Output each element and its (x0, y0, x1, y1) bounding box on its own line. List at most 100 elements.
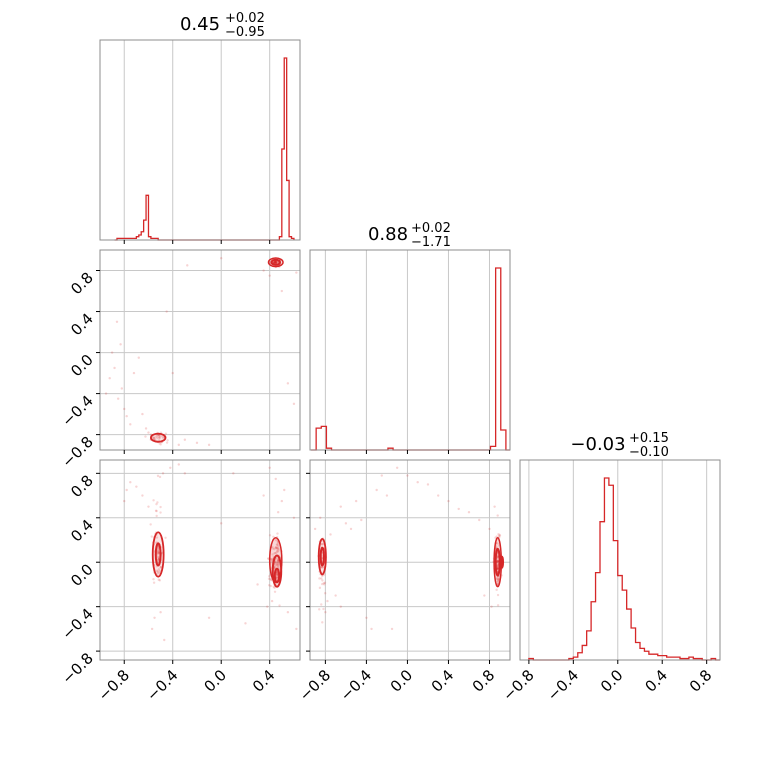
sample-point-87 (496, 604, 500, 607)
density-contour-3 (317, 537, 327, 576)
sample-point-15 (270, 558, 273, 561)
sample-point-61 (275, 571, 279, 574)
title-param-1-plus: +0.02 (411, 221, 451, 236)
sample-point-212 (159, 611, 162, 614)
sample-point-211 (153, 616, 156, 619)
grid-hist-2 (528, 460, 708, 660)
sample-point-43 (268, 584, 271, 587)
sample-point-225 (280, 499, 284, 503)
title-param-2-plus: +0.15 (629, 431, 669, 446)
sample-point-234 (283, 488, 286, 492)
xtick-label-3: 0.4 (428, 666, 458, 696)
sample-point-41 (275, 260, 278, 263)
grid-scatter-1-2 (310, 460, 510, 660)
sample-point-30 (273, 260, 277, 263)
sample-point-68 (274, 260, 277, 263)
points-scatter-1-2 (313, 466, 503, 631)
sample-point-178 (156, 569, 159, 572)
sample-point-93 (498, 534, 502, 537)
sample-point-52 (277, 549, 280, 552)
sample-point-113 (137, 356, 140, 359)
sample-point-68 (275, 551, 278, 554)
sample-point-205 (123, 499, 126, 503)
sample-point-55 (276, 550, 279, 553)
sample-point-108 (269, 584, 273, 588)
sample-point-31 (274, 538, 278, 542)
sample-point-73 (144, 435, 147, 438)
panel-scatter-0-2: −0.8 −0.4 0.0 0.4 0.8 −0.8 −0.4 0.0 0.4 (58, 459, 301, 705)
ytick-label-0: −0.8 (58, 649, 96, 687)
sample-point-126 (322, 565, 325, 569)
sample-point-193 (156, 501, 159, 504)
frame-scatter-1-2 (309, 459, 511, 661)
sample-point-217 (457, 507, 460, 511)
sample-point-70 (276, 546, 280, 550)
sample-point-110 (496, 560, 500, 563)
sample-point-183 (321, 582, 324, 586)
sample-point-122 (183, 438, 187, 441)
sample-point-67 (275, 260, 278, 264)
grid-hist-1 (324, 250, 490, 450)
sample-point-54 (274, 260, 277, 263)
sample-point-220 (244, 622, 247, 625)
sample-point-105 (108, 377, 111, 380)
hist-line-1 (311, 267, 510, 451)
ticks-scatter-1-2 (306, 472, 490, 664)
sample-point-155 (157, 571, 160, 574)
sample-point-221 (488, 527, 491, 531)
sample-point-216 (183, 472, 187, 475)
sample-point-134 (110, 351, 114, 354)
sample-point-219 (478, 518, 481, 522)
sample-point-35 (268, 574, 271, 578)
panel-scatter-0-1: −0.8−0.4 0.0 0.4 0.8 (58, 249, 301, 471)
density-contour-2 (273, 567, 281, 584)
sample-point-129 (158, 569, 162, 573)
sample-point-209 (380, 474, 383, 477)
sample-point-104 (267, 577, 271, 581)
sample-point-90 (161, 435, 164, 438)
sample-point-131 (292, 402, 296, 406)
sample-point-213 (161, 472, 165, 475)
sample-point-215 (437, 494, 440, 497)
sample-point-217 (207, 616, 211, 619)
grid-hist-0 (123, 40, 271, 240)
sample-point-184 (152, 581, 156, 584)
sample-point-138 (321, 574, 324, 578)
sample-point-182 (156, 551, 160, 554)
sample-point-28 (496, 593, 500, 597)
sample-point-130 (286, 382, 290, 385)
sample-point-74 (152, 436, 156, 439)
sample-point-210 (147, 505, 150, 508)
sample-point-114 (141, 412, 144, 416)
sample-point-197 (152, 577, 155, 581)
sample-point-99 (276, 547, 279, 551)
frame-scatter-0-2 (99, 459, 301, 661)
sample-point-224 (274, 477, 277, 481)
sample-point-228 (292, 516, 296, 519)
xtick-label-0: −0.8 (95, 666, 133, 704)
sample-point-108 (120, 387, 124, 390)
sample-point-133 (104, 392, 108, 395)
sample-point-213 (416, 481, 419, 484)
sample-point-207 (129, 481, 132, 484)
ytick-label-3: 0.4 (67, 310, 97, 340)
xtick-label-1: −0.4 (544, 666, 582, 704)
sample-point-23 (495, 577, 498, 580)
sample-point-67 (273, 590, 277, 594)
sample-point-206 (365, 616, 368, 619)
sample-point-223 (268, 466, 271, 469)
sample-point-63 (274, 552, 277, 555)
sample-point-192 (159, 511, 162, 514)
frame-scatter-0-1 (99, 249, 301, 451)
contours-scatter-0-2 (151, 531, 283, 588)
sample-point-181 (152, 499, 155, 502)
density-contour-1 (494, 547, 501, 577)
sample-point-227 (295, 627, 298, 631)
sample-point-81 (165, 441, 169, 444)
sample-point-35 (273, 261, 276, 265)
sample-point-69 (274, 261, 277, 265)
sample-point-197 (324, 611, 327, 614)
sample-point-110 (278, 604, 281, 607)
sample-point-132 (295, 271, 298, 274)
